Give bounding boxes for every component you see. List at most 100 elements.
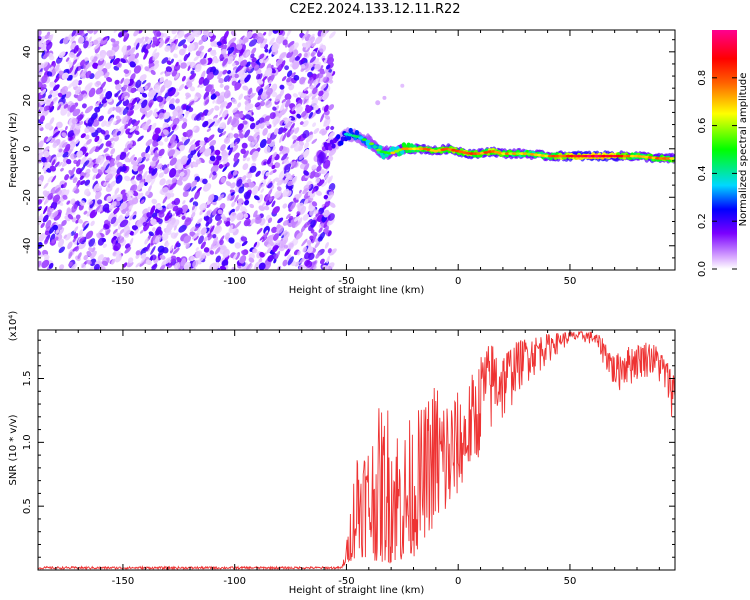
noise-blob — [319, 169, 325, 175]
noise-blob — [165, 66, 173, 73]
noise-blob — [52, 142, 58, 149]
noise-blob — [68, 62, 73, 69]
noise-blob — [214, 246, 222, 255]
noise-blob — [159, 178, 166, 186]
noise-blob — [53, 75, 60, 84]
y-tick-label: 40 — [22, 45, 33, 58]
noise-blob — [173, 262, 181, 270]
noise-blob — [84, 152, 89, 157]
noise-blob — [276, 35, 284, 44]
noise-blob — [46, 41, 53, 51]
noise-blob — [310, 66, 315, 71]
noise-blob — [43, 254, 50, 259]
y-tick-label: 20 — [22, 94, 33, 107]
noise-blob — [115, 106, 122, 113]
noise-blob — [111, 258, 116, 265]
y-tick-label: 0 — [22, 146, 33, 152]
noise-blob — [38, 249, 41, 256]
noise-blob — [228, 37, 237, 45]
noise-blob — [49, 66, 54, 71]
noise-blob — [145, 190, 150, 196]
plot-frame — [37, 329, 676, 571]
noise-blob — [243, 95, 250, 101]
noise-blob — [172, 110, 179, 117]
noise-blob — [135, 250, 141, 256]
noise-blob — [231, 98, 238, 105]
noise-blob — [321, 181, 328, 188]
noise-blob — [120, 202, 128, 210]
ridge-core — [408, 147, 414, 151]
noise-blob — [69, 104, 76, 113]
noise-blob — [292, 93, 298, 98]
noise-blob — [226, 193, 232, 201]
noise-blob — [298, 59, 304, 65]
noise-blob — [107, 114, 115, 122]
noise-blob — [123, 147, 129, 153]
noise-blob — [255, 214, 261, 221]
noise-blob — [125, 45, 132, 51]
noise-blob — [305, 104, 311, 110]
noise-blob — [137, 164, 146, 172]
noise-blob — [268, 80, 272, 84]
ridge-core — [576, 154, 582, 158]
noise-blob — [73, 45, 79, 54]
noise-blob — [54, 236, 59, 241]
noise-blob — [68, 251, 73, 259]
noise-blob — [291, 161, 298, 168]
noise-blob — [263, 32, 267, 36]
noise-blob — [101, 120, 107, 127]
noise-blob — [311, 187, 316, 194]
noise-blob — [184, 32, 190, 38]
noise-blob — [150, 205, 156, 215]
noise-blob — [322, 92, 329, 101]
y-tick-label: -40 — [22, 238, 33, 254]
noise-blob — [80, 263, 87, 269]
noise-blob — [279, 52, 287, 59]
noise-blob — [251, 47, 257, 54]
ridge-core — [615, 154, 621, 158]
noise-blob — [133, 228, 140, 236]
noise-blob — [57, 68, 61, 74]
noise-blob — [241, 142, 248, 149]
noise-blob — [313, 128, 320, 134]
noise-blob — [83, 32, 88, 38]
noise-blob — [327, 248, 332, 254]
noise-blob — [191, 204, 196, 211]
noise-blob — [48, 154, 57, 163]
noise-blob — [38, 42, 44, 48]
noise-blob — [246, 157, 251, 162]
noise-blob — [126, 143, 133, 149]
noise-blob — [320, 113, 325, 123]
noise-blob — [262, 201, 267, 207]
noise-blob — [98, 115, 104, 122]
noise-blob — [145, 243, 151, 252]
noise-blob — [308, 184, 312, 190]
noise-blob — [227, 70, 232, 75]
noise-blob — [64, 174, 70, 181]
noise-blob — [92, 180, 98, 190]
noise-blob — [212, 207, 219, 216]
noise-blob — [106, 76, 113, 83]
ridge-core — [587, 154, 593, 158]
noise-blob — [179, 32, 185, 37]
noise-blob — [244, 129, 251, 138]
noise-blob — [223, 85, 230, 91]
noise-blob — [159, 264, 166, 270]
noise-blob — [128, 154, 135, 163]
noise-blob — [254, 143, 259, 149]
x-tick-label: 0 — [455, 576, 461, 587]
noise-blob — [112, 238, 118, 248]
noise-blob — [41, 157, 47, 163]
noise-blob — [312, 231, 318, 237]
noise-blob — [105, 140, 112, 147]
ridge-mid — [354, 130, 360, 136]
noise-blob — [181, 135, 187, 143]
noise-blob — [62, 36, 70, 45]
noise-blob — [161, 233, 169, 241]
noise-blob — [236, 38, 243, 45]
noise-blob — [278, 170, 286, 180]
noise-blob — [303, 191, 310, 199]
noise-blob — [169, 157, 177, 166]
ridge-core — [404, 147, 410, 151]
noise-blob — [240, 79, 245, 85]
